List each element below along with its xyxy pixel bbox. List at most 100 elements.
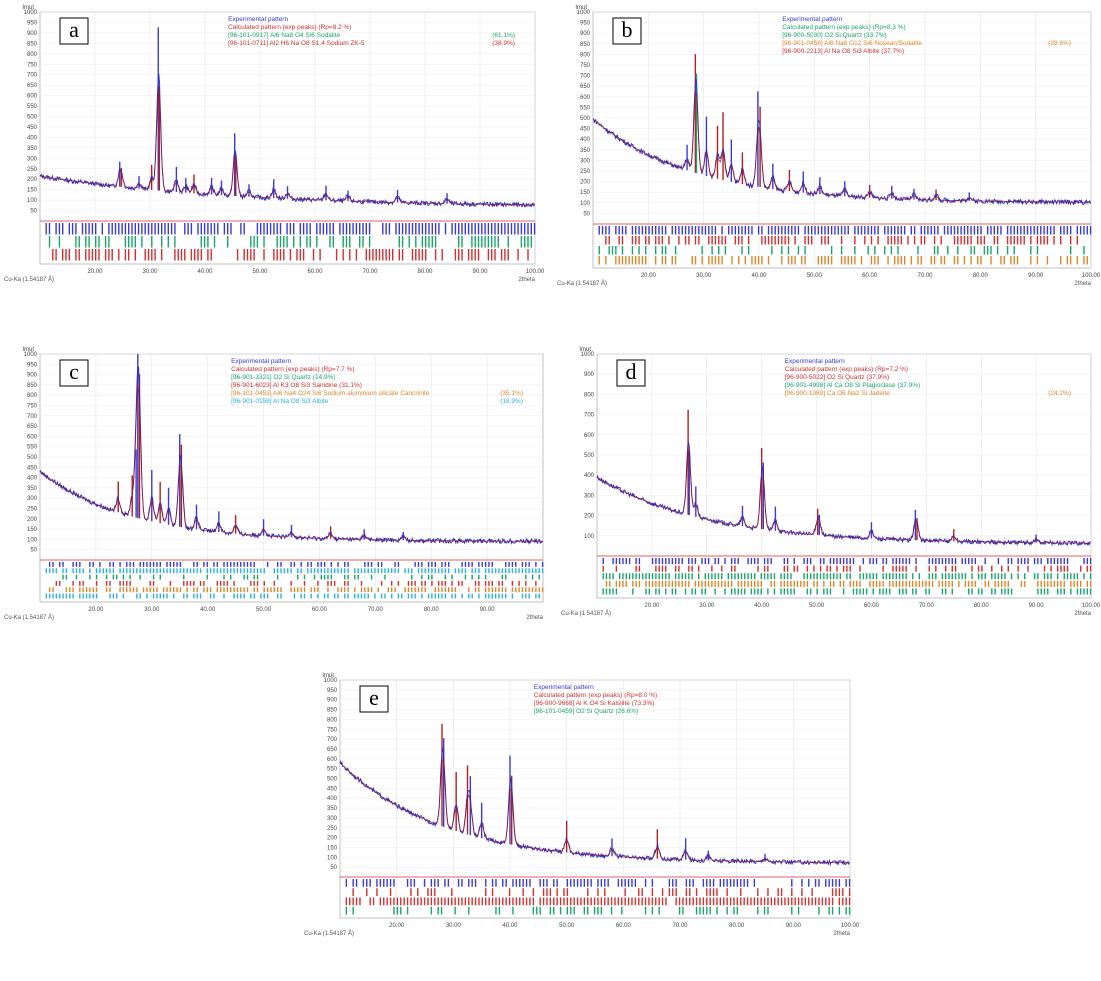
y-tick-label: 750 [580,63,591,69]
legend-entry: [96-900-2213] Al Na O8 Si3 Albite (37.7%… [782,48,904,55]
reference-tick [638,236,640,245]
reference-tick [530,223,532,235]
reference-tick [573,897,575,906]
reference-tick [187,223,189,235]
reference-tick [533,223,536,235]
reference-tick [587,888,589,896]
reference-tick [337,587,339,593]
reference-tick [602,573,604,580]
y-tick-label: 350 [27,486,38,492]
reference-tick [760,580,762,587]
reference-tick [958,573,960,580]
reference-tick [317,581,319,586]
reference-tick [491,562,493,567]
reference-tick [701,246,703,255]
reference-tick [847,226,849,235]
reference-tick [302,223,305,235]
reference-tick [491,249,493,261]
reference-tick [393,906,395,915]
reference-tick [1063,565,1065,572]
reference-tick [196,568,198,574]
reference-tick [129,568,131,574]
reference-tick [488,897,490,906]
reference-tick [816,588,818,595]
reference-tick [597,879,599,887]
reference-tick [845,879,847,887]
reference-tick [971,565,973,572]
reference-tick [614,897,616,906]
reference-tick [347,587,349,593]
reference-tick [1010,588,1013,595]
reference-tick [604,888,606,896]
legend-amount: (61.1%) [492,32,515,39]
reference-tick [712,879,715,887]
y-tick-label: 500 [584,453,595,459]
reference-tick [1066,226,1069,235]
y-tick-label: 250 [327,826,338,832]
reference-tick [719,897,722,906]
y-tick-label: 350 [327,806,338,812]
reference-tick [368,236,371,248]
reference-tick [658,906,660,915]
reference-tick [681,226,683,235]
reference-tick [702,906,705,915]
reference-tick [908,580,911,587]
reference-tick [451,223,453,235]
reference-tick [367,562,369,567]
reference-tick [134,223,136,235]
reference-tick [1080,588,1082,595]
reference-tick [729,897,732,906]
reference-tick [287,568,289,574]
y-tick-label: 150 [580,190,591,196]
reference-tick [951,558,953,565]
reference-tick [478,587,480,593]
reference-tick [320,562,322,567]
reference-tick [628,256,630,265]
reference-tick [895,580,897,587]
reference-tick [963,256,966,265]
reference-tick [85,587,88,593]
reference-tick [421,593,423,599]
reference-tick [498,906,501,915]
reference-tick [52,568,54,574]
reference-tick [75,223,77,235]
reference-tick [661,236,664,245]
reference-tick [598,256,600,265]
reference-tick [829,588,832,595]
reference-tick [293,236,295,248]
reference-tick [319,223,321,235]
reference-tick [605,256,607,265]
reference-tick [263,593,265,599]
reference-tick [485,897,487,906]
reference-tick [744,588,746,595]
reference-tick [651,573,654,580]
reference-tick [532,897,535,906]
reference-tick [740,588,743,595]
reference-tick [62,249,64,261]
reference-tick [1063,558,1065,565]
reference-tick [167,236,169,248]
reference-tick [401,236,404,248]
reference-tick [200,249,202,261]
reference-tick [72,562,74,567]
x-tick-label: 70.00 [919,603,935,609]
reference-tick [256,581,259,586]
reference-tick [398,223,400,235]
reference-tick [1000,565,1003,572]
reference-tick [522,897,524,906]
reference-tick [1063,226,1065,235]
reference-tick [740,897,742,906]
reference-tick [347,593,349,599]
reference-tick [500,223,503,235]
reference-tick [498,587,500,593]
reference-tick [918,573,921,580]
reference-tick [645,573,647,580]
reference-tick [833,558,835,565]
reference-tick [246,562,249,567]
reference-tick [424,587,426,593]
y-tick-label: 250 [27,507,38,513]
reference-tick [617,879,620,887]
x-tick-label: 20.00 [644,603,660,609]
reference-tick [882,588,884,595]
reference-tick [794,236,796,245]
